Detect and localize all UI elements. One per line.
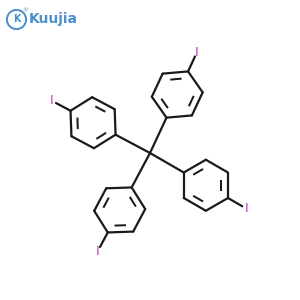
Text: K: K bbox=[13, 14, 20, 25]
Text: I: I bbox=[195, 46, 199, 59]
Text: ®: ® bbox=[22, 8, 27, 14]
Text: I: I bbox=[50, 94, 54, 107]
Text: I: I bbox=[96, 245, 100, 258]
Text: Kuujia: Kuujia bbox=[29, 13, 78, 26]
Text: I: I bbox=[244, 202, 248, 215]
